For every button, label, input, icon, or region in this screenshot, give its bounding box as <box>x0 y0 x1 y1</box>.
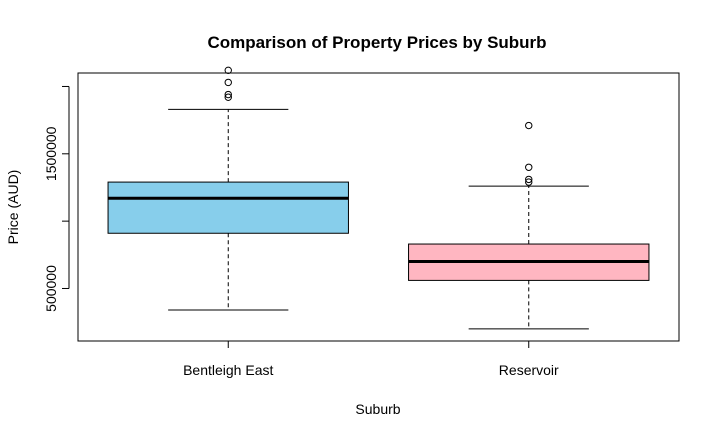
outlier-point <box>525 175 533 184</box>
y-axis-label: Price (AUD) <box>5 170 21 245</box>
chart-title: Comparison of Property Prices by Suburb <box>207 33 546 52</box>
x-tick-label: Bentleigh East <box>183 362 273 378</box>
outlier-point <box>525 163 533 171</box>
outlier-point <box>525 178 533 186</box>
x-tick-label: Reservoir <box>499 362 559 378</box>
outlier-point <box>224 90 232 99</box>
outlier-point <box>224 78 232 87</box>
plot-frame <box>77 72 680 342</box>
outlier-point <box>224 93 232 101</box>
y-tick-label: 1500000 <box>43 126 59 181</box>
box-iqr <box>107 181 349 234</box>
outlier-point <box>525 121 533 130</box>
outlier-point <box>224 66 232 75</box>
box-group <box>408 121 650 330</box>
x-axis-label: Suburb <box>355 401 400 417</box>
box-group <box>107 66 349 311</box>
y-tick-label: 500000 <box>43 265 59 312</box>
